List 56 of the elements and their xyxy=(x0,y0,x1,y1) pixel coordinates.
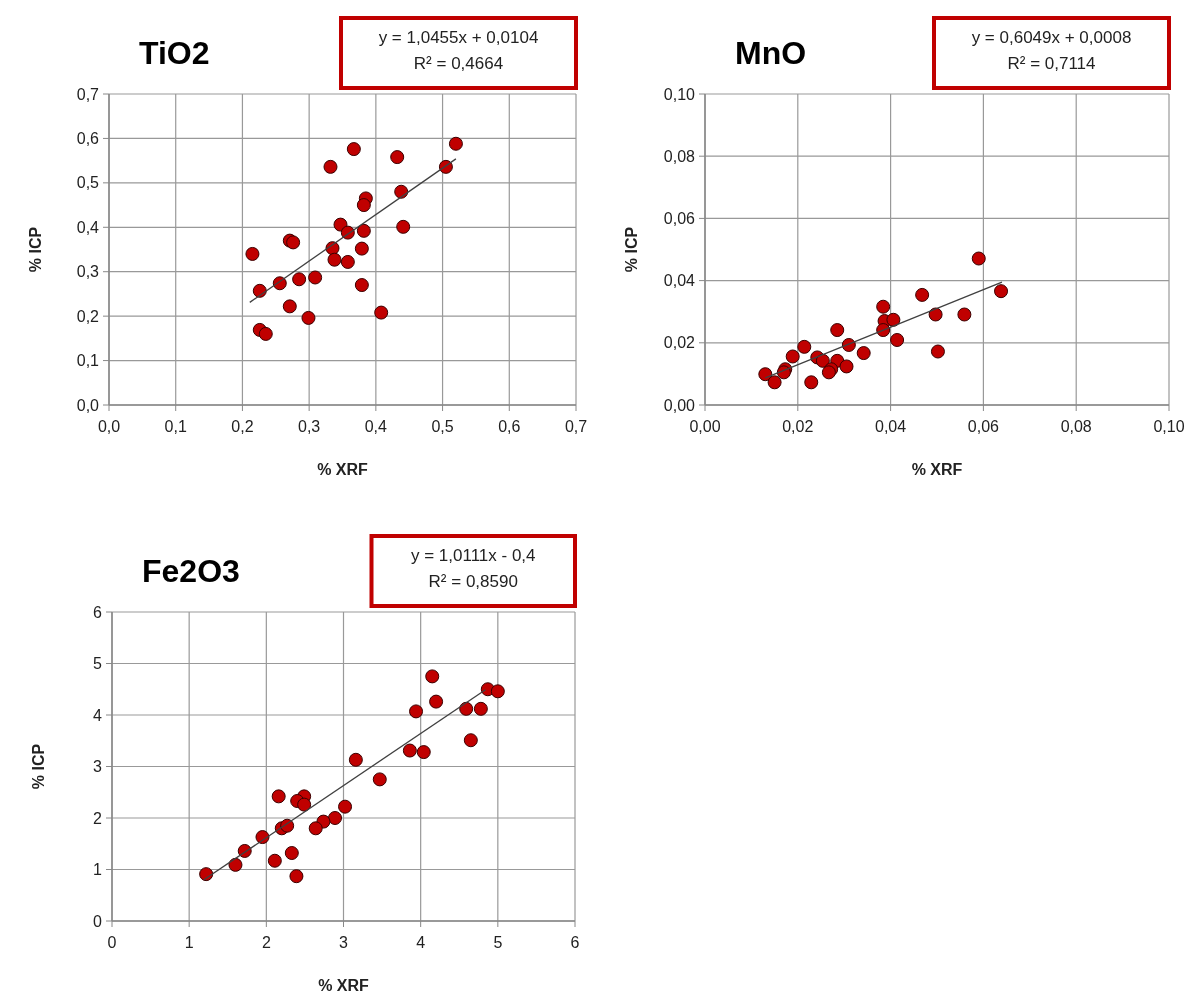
x-tick-label: 4 xyxy=(416,934,426,951)
chart-title: TiO2 xyxy=(139,35,210,71)
x-tick-label: 0,08 xyxy=(1060,418,1092,435)
text: y = 0,6049x + 0,0008 xyxy=(971,28,1132,47)
x-axis-title: % XRF xyxy=(317,461,369,478)
y-axis-title: % ICP xyxy=(30,743,47,790)
x-tick-label: 0,7 xyxy=(564,418,588,435)
x-tick-label: 0,00 xyxy=(689,418,721,435)
y-tick-label: 0,4 xyxy=(76,218,100,236)
text: R² = 0,7114 xyxy=(1007,54,1096,73)
chart-title: Fe2O3 xyxy=(142,553,240,589)
y-tick-label: 0,3 xyxy=(76,263,100,281)
y-tick-label: 1 xyxy=(93,861,103,879)
x-tick-label: 0 xyxy=(107,934,117,951)
y-tick-label: 0,00 xyxy=(663,396,696,414)
y-tick-label: 0,7 xyxy=(76,85,100,103)
x-tick-label: 0,10 xyxy=(1153,418,1185,435)
x-tick-label: 0,1 xyxy=(164,418,187,435)
x-tick-label: 0,04 xyxy=(875,418,907,435)
text: R² = 0,8590 xyxy=(428,572,518,591)
x-tick-label: 0,3 xyxy=(298,418,321,435)
y-tick-label: 0,02 xyxy=(663,334,696,352)
y-tick-label: 6 xyxy=(93,603,103,621)
y-tick-label: 0,2 xyxy=(76,307,100,325)
x-tick-label: 0,5 xyxy=(431,418,454,435)
y-tick-label: 0,1 xyxy=(76,352,100,370)
y-tick-label: 0,08 xyxy=(663,147,696,165)
x-axis-title: % XRF xyxy=(318,977,370,994)
y-tick-label: 3 xyxy=(93,758,103,776)
text: y = 1,0111x - 0,4 xyxy=(410,546,536,565)
x-tick-label: 3 xyxy=(339,934,349,951)
x-axis-title: % XRF xyxy=(911,461,963,478)
y-tick-label: 0 xyxy=(93,912,103,930)
y-tick-label: 0,10 xyxy=(663,85,696,103)
x-tick-label: 6 xyxy=(570,934,580,951)
text: y = 1,0455x + 0,0104 xyxy=(378,28,539,47)
x-tick-label: 0,6 xyxy=(498,418,521,435)
y-tick-label: 5 xyxy=(93,655,103,673)
x-tick-label: 2 xyxy=(261,934,271,951)
y-axis-title: % ICP xyxy=(27,226,44,273)
x-tick-label: 0,2 xyxy=(231,418,254,435)
x-tick-label: 1 xyxy=(184,934,194,951)
x-tick-label: 0,4 xyxy=(364,418,388,435)
y-tick-label: 0,5 xyxy=(76,174,100,192)
y-tick-label: 2 xyxy=(93,809,103,827)
chart-title: MnO xyxy=(735,35,807,71)
y-tick-label: 0,04 xyxy=(663,272,696,290)
y-tick-label: 0,6 xyxy=(76,130,100,148)
text: R² = 0,4664 xyxy=(413,54,504,73)
x-tick-label: 0,02 xyxy=(782,418,814,435)
y-tick-label: 4 xyxy=(93,706,103,724)
x-tick-label: 5 xyxy=(493,934,503,951)
y-axis-title: % ICP xyxy=(623,226,640,273)
y-tick-label: 0,06 xyxy=(663,210,696,227)
x-tick-label: 0,06 xyxy=(967,418,1000,435)
y-tick-label: 0,0 xyxy=(76,396,100,414)
